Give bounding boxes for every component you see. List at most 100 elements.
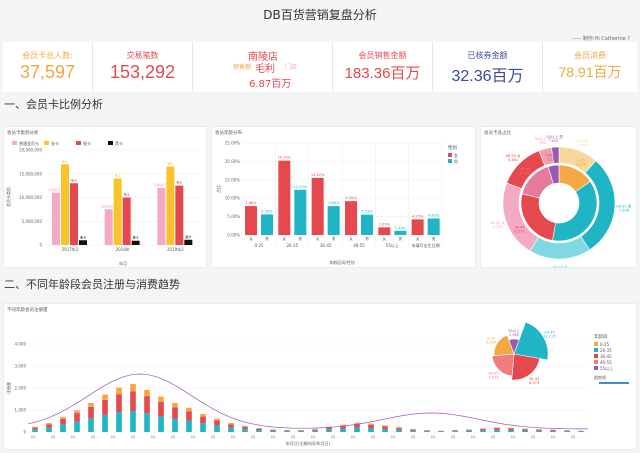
stacked-bar [158,416,164,432]
kpi-label: 会员销售金额 [358,51,407,60]
kpi-value: 32.36百万 [451,68,524,85]
stacked-bar [410,429,416,431]
x-tick-label: 36-45 [320,243,332,248]
stacked-bar [74,410,80,414]
stacked-bar [60,424,66,432]
stacked-bar [494,428,500,430]
stacked-bar [424,430,430,432]
y-axis-label: 占比 [215,185,221,193]
bar-data-label: 金卡 [167,161,173,166]
stacked-bar [116,412,122,432]
author-credit: ----- 制作:Hi Catherine ? [572,36,630,42]
stacked-bar [536,430,542,432]
x-tick-label: 20.. [371,435,378,439]
x-tick-sub-label: 女 [249,236,253,241]
x-tick-label: 20.. [291,435,298,439]
x-tick-label: 55以上 [386,242,399,248]
legend-label: 女 [454,152,458,158]
slice-value: 12,215 [592,229,605,233]
stacked-bar [242,425,248,427]
age-distribution-bar-chart: 性别女男25.00%20.00%15.00%10.00%5.00%0.00%占比… [215,141,458,266]
x-tick-label: 20.. [451,435,458,439]
stacked-bar [74,413,80,422]
bar [327,206,340,235]
legend-swatch [12,141,17,145]
slice-value: 5,735 [492,225,502,229]
slice-value: 5,400 [520,171,531,175]
stacked-bar [228,422,234,425]
bar-data-label: 金卡 [62,158,68,163]
registration-trend-panel: 不同年龄会员注册量 4,000 3,000 2,000 1,000 0 注册量 20.. 20… [3,303,637,450]
stacked-bar [564,431,570,432]
wordcloud-word: 销售额 [233,64,252,71]
legend-swatch [594,348,598,352]
x-tick-sub-label: 男 [399,236,403,241]
slice-value: 5,054 [576,162,587,166]
stacked-bar [102,414,108,432]
trend-line [27,373,588,430]
slice-value: 2,954 [577,143,588,147]
rose-slice [511,353,540,381]
y-tick-label: 25.00% [225,141,240,146]
kpi-transactions: 交易笔数 153,292 [93,42,193,92]
bar [361,214,373,235]
stacked-bar [74,421,80,432]
stacked-bar [144,413,150,432]
stacked-bar [438,431,444,432]
stacked-bar [522,429,528,431]
card-type-chart-panel: 会员卡类别分析 普通会员卡 金卡 银卡 黑卡 20,000,000 15,000,000 1… [3,126,207,268]
slice-value: 8,573 [514,230,524,234]
legend-label: 普通会员卡 [19,140,39,146]
wordcloud-word: 毛利 [255,64,275,75]
stacked-bar [102,399,108,415]
stacked-bar [354,424,360,428]
rose-value: 1,965 [509,333,519,337]
x-tick-label: 20.. [351,435,358,439]
stacked-bar [522,430,528,432]
rose-value: 8,573 [529,381,539,385]
x-tick-label: 20.. [431,435,438,439]
kpi-label: 交易笔数 [126,51,159,60]
stacked-bar [256,428,262,431]
panel-title: 会员卡类别分析 [7,131,39,136]
stacked-bar [172,418,178,432]
bar [394,230,407,235]
stacked-bar [46,422,52,425]
bar-data-label: 金卡 [115,173,121,178]
stacked-bar [382,428,388,432]
stacked-bar [452,430,458,432]
legend-swatch [76,141,81,145]
x-tick-sub-label: 男 [432,236,436,241]
stacked-bar [200,416,206,424]
stacked-bar [186,411,192,421]
x-tick-label: 0-25 [254,243,264,248]
stacked-bar [326,427,332,430]
stacked-bar [326,426,332,428]
stacked-bar [382,426,388,429]
bar [311,177,324,235]
x-tick-sub-label: 女 [283,236,287,241]
bar [378,227,391,235]
rose-label: 36-45 [529,377,539,381]
bar-data-label: 12.29% [293,185,307,189]
stacked-bar [424,431,430,432]
x-tick-label: 2018年 [116,246,130,252]
slice-value: 1,500 [547,157,558,161]
x-tick-sub-label: 男 [332,236,336,241]
legend-swatch [594,366,598,370]
stacked-bar [396,428,402,430]
stacked-bar [46,427,52,432]
bar [113,178,122,245]
stacked-bar [158,396,164,402]
stacked-bar [172,402,178,408]
legend-swatch [594,342,598,346]
bar [278,160,291,235]
stacked-bar [578,431,584,432]
bar-data-label: 2.09% [379,222,391,226]
stacked-bar [214,418,220,421]
rose-label: 55以上 [508,328,520,333]
kpi-member-spend: 会员消费 78.91百万 [543,42,637,92]
slice-label: 55以上 [546,152,558,157]
trend-legend-label: 趋势线 [594,374,606,380]
stacked-bar [536,429,542,431]
